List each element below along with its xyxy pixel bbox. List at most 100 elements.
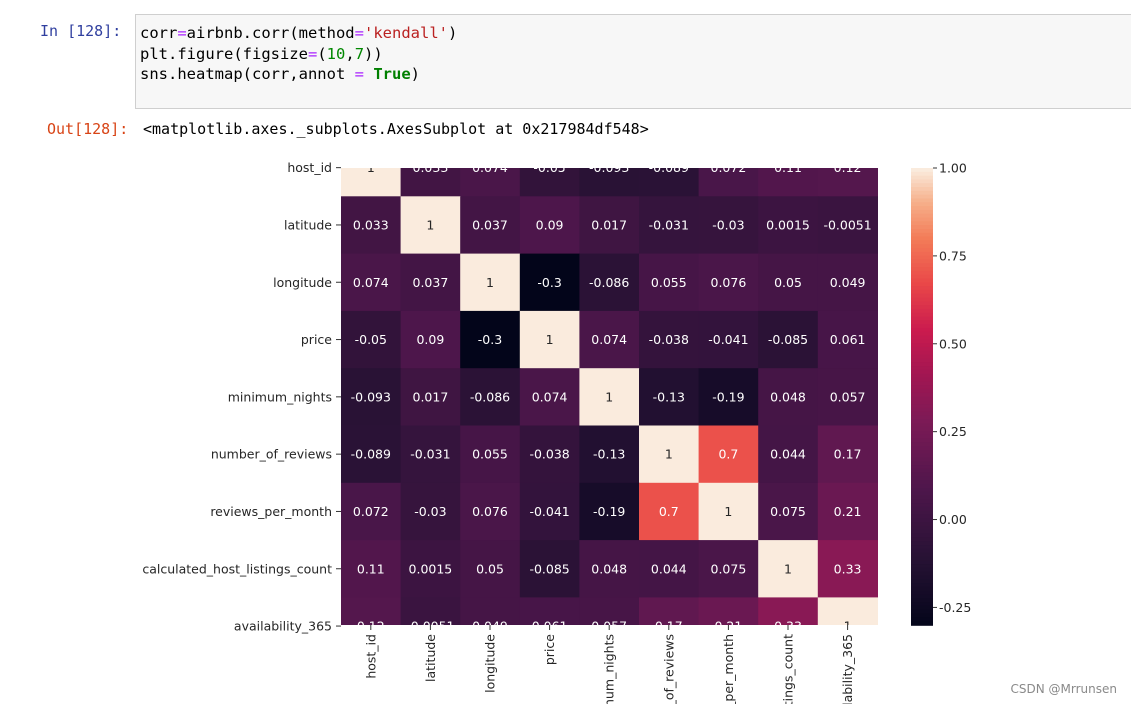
colorbar-segment [911, 297, 933, 303]
cell-annotation: 1 [605, 389, 613, 404]
heatmap-cell [519, 168, 580, 197]
heatmap-cell [519, 482, 580, 541]
colorbar-segment [911, 213, 933, 219]
row-label: number_of_reviews [211, 447, 332, 462]
cell-annotation: -0.03 [414, 504, 446, 519]
heatmap-cell [519, 425, 580, 484]
heatmap-cell [579, 425, 640, 484]
heatmap-cell [698, 540, 759, 598]
heatmap-cell [460, 168, 521, 197]
colorbar-segment [911, 514, 933, 520]
colorbar-segment [911, 392, 933, 398]
colorbar-segment [911, 529, 933, 535]
colorbar-segment [911, 366, 933, 371]
colorbar-segment [911, 605, 933, 611]
colorbar-segment [911, 617, 933, 622]
heatmap-cell [579, 253, 640, 312]
cell-annotation: 0.7 [659, 504, 679, 519]
colorbar-segment [911, 190, 933, 196]
cell-annotation: 0.033 [353, 217, 389, 232]
cell-annotation: 0.05 [774, 275, 802, 290]
cell-annotation: 0.17 [834, 447, 862, 462]
cell-annotation: 1 [486, 275, 494, 290]
colorbar-segment [911, 499, 933, 504]
colorbar-segment [911, 609, 933, 615]
row-label: calculated_host_listings_count [142, 561, 332, 576]
colorbar-segment [911, 484, 933, 489]
cell-annotation: -0.086 [470, 389, 510, 404]
heatmap-cell [758, 482, 819, 541]
cell-annotation: -0.13 [653, 389, 685, 404]
colorbar-segment [911, 217, 933, 223]
heatmap-cell [341, 196, 402, 255]
heatmap-cell [400, 540, 461, 598]
colorbar-segment [911, 621, 933, 626]
cell-annotation: -0.089 [649, 160, 689, 175]
cell-annotation: -0.3 [478, 332, 502, 347]
column-label: price [542, 634, 557, 665]
colorbar-segment [911, 396, 933, 402]
cell-annotation: 0.12 [357, 619, 385, 634]
heatmap-cell [460, 425, 521, 484]
colorbar-segment [911, 472, 933, 478]
row-label: minimum_nights [228, 389, 332, 404]
column-labels: host_id latitude longitude price num_nights _… [363, 625, 855, 704]
colorbar-segment [911, 289, 933, 295]
colorbar-segment [911, 362, 933, 367]
code-cell-input[interactable]: corr=airbnb.corr(method='kendall') plt.f… [135, 14, 1131, 109]
heatmap-cell [639, 168, 700, 197]
colorbar-segment [911, 446, 933, 451]
cell-annotation: 1 [724, 504, 732, 519]
colorbar-segment [911, 293, 933, 299]
colorbar-segment [911, 590, 933, 596]
colorbar-segment [911, 209, 933, 215]
heatmap-cell [758, 196, 819, 255]
row-label: reviews_per_month [210, 504, 332, 519]
colorbar-segment [911, 244, 933, 249]
cell-annotation: -0.038 [649, 332, 689, 347]
colorbar-tick-label: 0.00 [939, 512, 967, 527]
cell-annotation: 0.075 [711, 561, 747, 576]
cell-annotation: 0.074 [591, 332, 627, 347]
heatmap-cell [400, 310, 461, 369]
cell-annotation: 0.11 [774, 160, 802, 175]
heatmap-cell [579, 540, 640, 598]
colorbar-segment [911, 206, 933, 211]
cell-annotation: 0.09 [536, 217, 564, 232]
colorbar-segment [911, 301, 933, 306]
cell-annotation: 0.072 [711, 160, 747, 175]
column-label: _of_reviews [661, 634, 676, 704]
cell-annotation: -0.03 [712, 217, 744, 232]
cell-annotation: -0.093 [351, 389, 391, 404]
colorbar-segment [911, 369, 933, 375]
cell-annotation: -0.031 [649, 217, 689, 232]
cell-annotation: 0.055 [651, 275, 687, 290]
code-line-1: corr=airbnb.corr(method='kendall') [140, 24, 458, 42]
code-line-2: plt.figure(figsize=(10,7)) [140, 44, 383, 63]
cell-annotation: 0.0015 [766, 217, 810, 232]
colorbar-segment [911, 168, 933, 173]
colorbar-tick-label: 0.75 [939, 248, 967, 263]
row-labels: host_id latitude longitude price minimum_nig… [142, 160, 341, 634]
cell-annotation: 0.17 [655, 619, 683, 634]
heatmap-cell [519, 196, 580, 255]
cell-annotation: 0.044 [770, 447, 806, 462]
cell-annotation: 0.076 [711, 275, 747, 290]
cell-annotation: -0.13 [593, 447, 625, 462]
colorbar-segment [911, 263, 933, 268]
colorbar-segment [911, 586, 933, 592]
column-label: host_id [363, 634, 378, 679]
cell-annotation: 0.049 [830, 275, 866, 290]
colorbar-segment [911, 282, 933, 287]
colorbar-segment [911, 335, 933, 341]
cell-annotation: 1 [426, 217, 434, 232]
colorbar-segment [911, 487, 933, 493]
cell-annotation: 0.0015 [409, 561, 453, 576]
heatmap-cell [519, 368, 580, 427]
colorbar-segment [911, 388, 933, 394]
colorbar-segment [911, 358, 933, 364]
cell-annotation: 1 [546, 332, 554, 347]
colorbar-segment [911, 602, 933, 607]
colorbar-segment [911, 339, 933, 344]
cell-annotation: 0.057 [830, 389, 866, 404]
